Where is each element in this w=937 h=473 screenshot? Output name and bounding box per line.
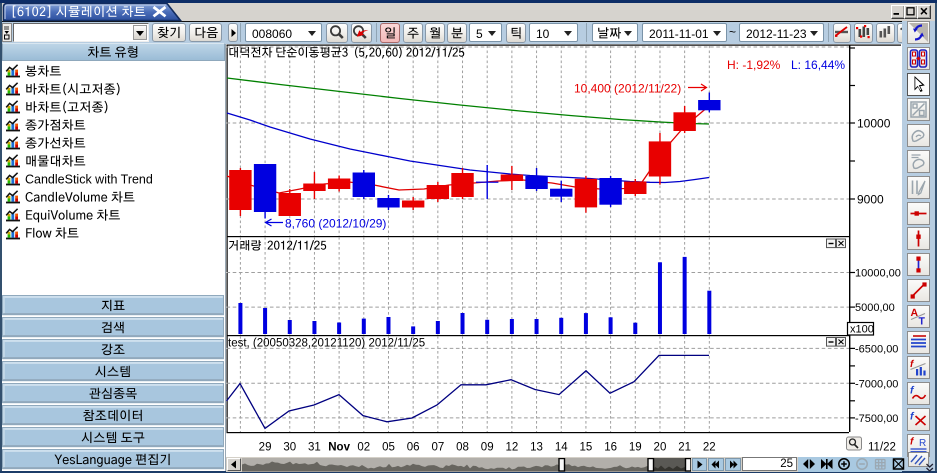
svg-text:13: 13 <box>530 442 543 454</box>
svg-text:22: 22 <box>703 442 716 454</box>
svg-text:19: 19 <box>629 442 642 454</box>
svg-text:9000: 9000 <box>857 193 884 207</box>
svg-text:15: 15 <box>580 442 593 454</box>
svg-text:10000,00: 10000,00 <box>855 268 901 280</box>
svg-text:H: -1,92%: H: -1,92% <box>727 58 781 72</box>
svg-text:14: 14 <box>555 442 568 454</box>
svg-text:10000: 10000 <box>857 117 891 131</box>
svg-text:Nov: Nov <box>328 442 350 454</box>
svg-text:-7000,00: -7000,00 <box>855 379 898 391</box>
svg-text:CandleStick with Trend: CandleStick with Trend <box>25 173 153 187</box>
svg-text:31: 31 <box>308 442 321 454</box>
svg-text:29: 29 <box>259 442 272 454</box>
svg-text:16: 16 <box>604 442 617 454</box>
svg-text:-7500,00: -7500,00 <box>855 413 898 425</box>
svg-text:5000,00: 5000,00 <box>855 302 895 314</box>
svg-text:30: 30 <box>283 442 296 454</box>
svg-text:21: 21 <box>678 442 691 454</box>
svg-text:05: 05 <box>382 442 395 454</box>
svg-text:09: 09 <box>481 442 494 454</box>
svg-text:20: 20 <box>654 442 667 454</box>
svg-text:L: 16,44%: L: 16,44% <box>791 58 845 72</box>
svg-text:-6500,00: -6500,00 <box>855 344 898 356</box>
svg-text:11/22: 11/22 <box>868 442 896 454</box>
svg-text:8,760 (2012/10/29): 8,760 (2012/10/29) <box>285 217 386 231</box>
svg-text:02: 02 <box>357 442 370 454</box>
svg-text:x100: x100 <box>850 324 874 336</box>
svg-text:10,400 (2012/11/22): 10,400 (2012/11/22) <box>574 82 681 96</box>
svg-text:12: 12 <box>505 442 518 454</box>
svg-text:07: 07 <box>431 442 444 454</box>
svg-text:test, (20050328,20121120) 201: test, (20050328,20121120) 2012/11/25 <box>228 338 425 350</box>
svg-text:08: 08 <box>456 442 469 454</box>
svg-text:06: 06 <box>407 442 420 454</box>
